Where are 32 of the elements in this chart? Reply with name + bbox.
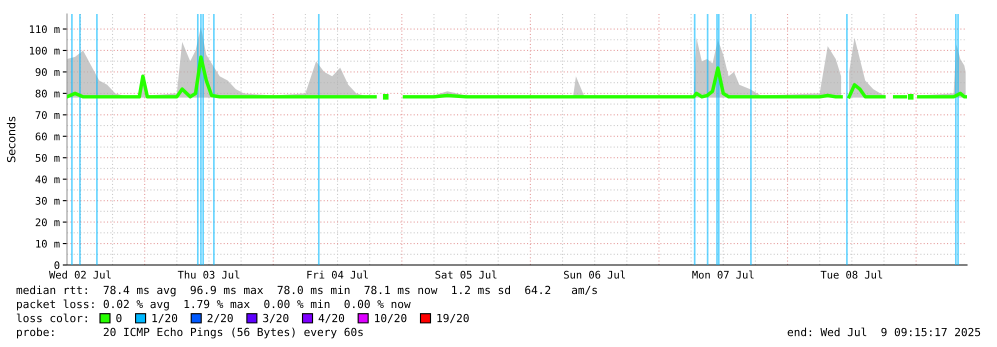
y-tick-label: 30 m — [36, 196, 60, 205]
legend-title: loss color: — [16, 314, 87, 322]
legend-label: 4/20 — [318, 314, 344, 324]
y-tick-label: 0 — [54, 261, 60, 270]
x-tick-label: Mon 07 Jul — [692, 270, 754, 279]
y-tick-label: 40 m — [35, 175, 60, 184]
legend-label: 2/20 — [208, 314, 233, 324]
legend-label: 10/20 — [375, 314, 406, 324]
y-tick-label: 110 m — [30, 25, 60, 34]
text: median rtt: 78.4 ms avg 96.9 ms max 78.0 ms min 78.1 ms now 1.2 ms sd 64.2 am/s — [16, 286, 597, 296]
y-tick-label: 100 m — [30, 46, 60, 55]
text: probe: 20 ICMP Echo Pings (56 Bytes) every 60s — [17, 328, 363, 338]
text: packet loss: 0.02 % avg 1.79 % max 0.00 % min 0.00 % now — [17, 300, 411, 310]
y-tick-label: 10 m — [36, 240, 60, 248]
text: end: Wed Jul 9 09:15:17 2025 — [788, 328, 980, 336]
y-axis-title: Seconds — [6, 116, 16, 162]
x-tick-label: Sat 05 Jul — [435, 270, 496, 279]
x-tick-label: Wed 02 Jul — [49, 270, 111, 279]
legend-label: 1/20 — [152, 314, 178, 324]
legend-label: 0 — [116, 314, 122, 322]
legend-label: 19/20 — [437, 314, 469, 324]
y-tick-label: 90 m — [36, 68, 60, 76]
x-tick-label: Thu 03 Jul — [178, 270, 240, 279]
x-tick-label: Sun 06 Jul — [564, 270, 626, 279]
y-tick-label: 80 m — [36, 90, 60, 98]
x-tick-label: Tue 08 Jul — [820, 270, 882, 279]
x-tick-label: Fri 04 Jul — [307, 270, 368, 279]
y-tick-label: 50 m — [36, 154, 60, 162]
legend-label: 3/20 — [263, 314, 288, 324]
y-tick-label: 60 m — [36, 132, 60, 140]
y-tick-label: 70 m — [36, 111, 60, 119]
y-tick-label: 20 m — [36, 218, 60, 226]
